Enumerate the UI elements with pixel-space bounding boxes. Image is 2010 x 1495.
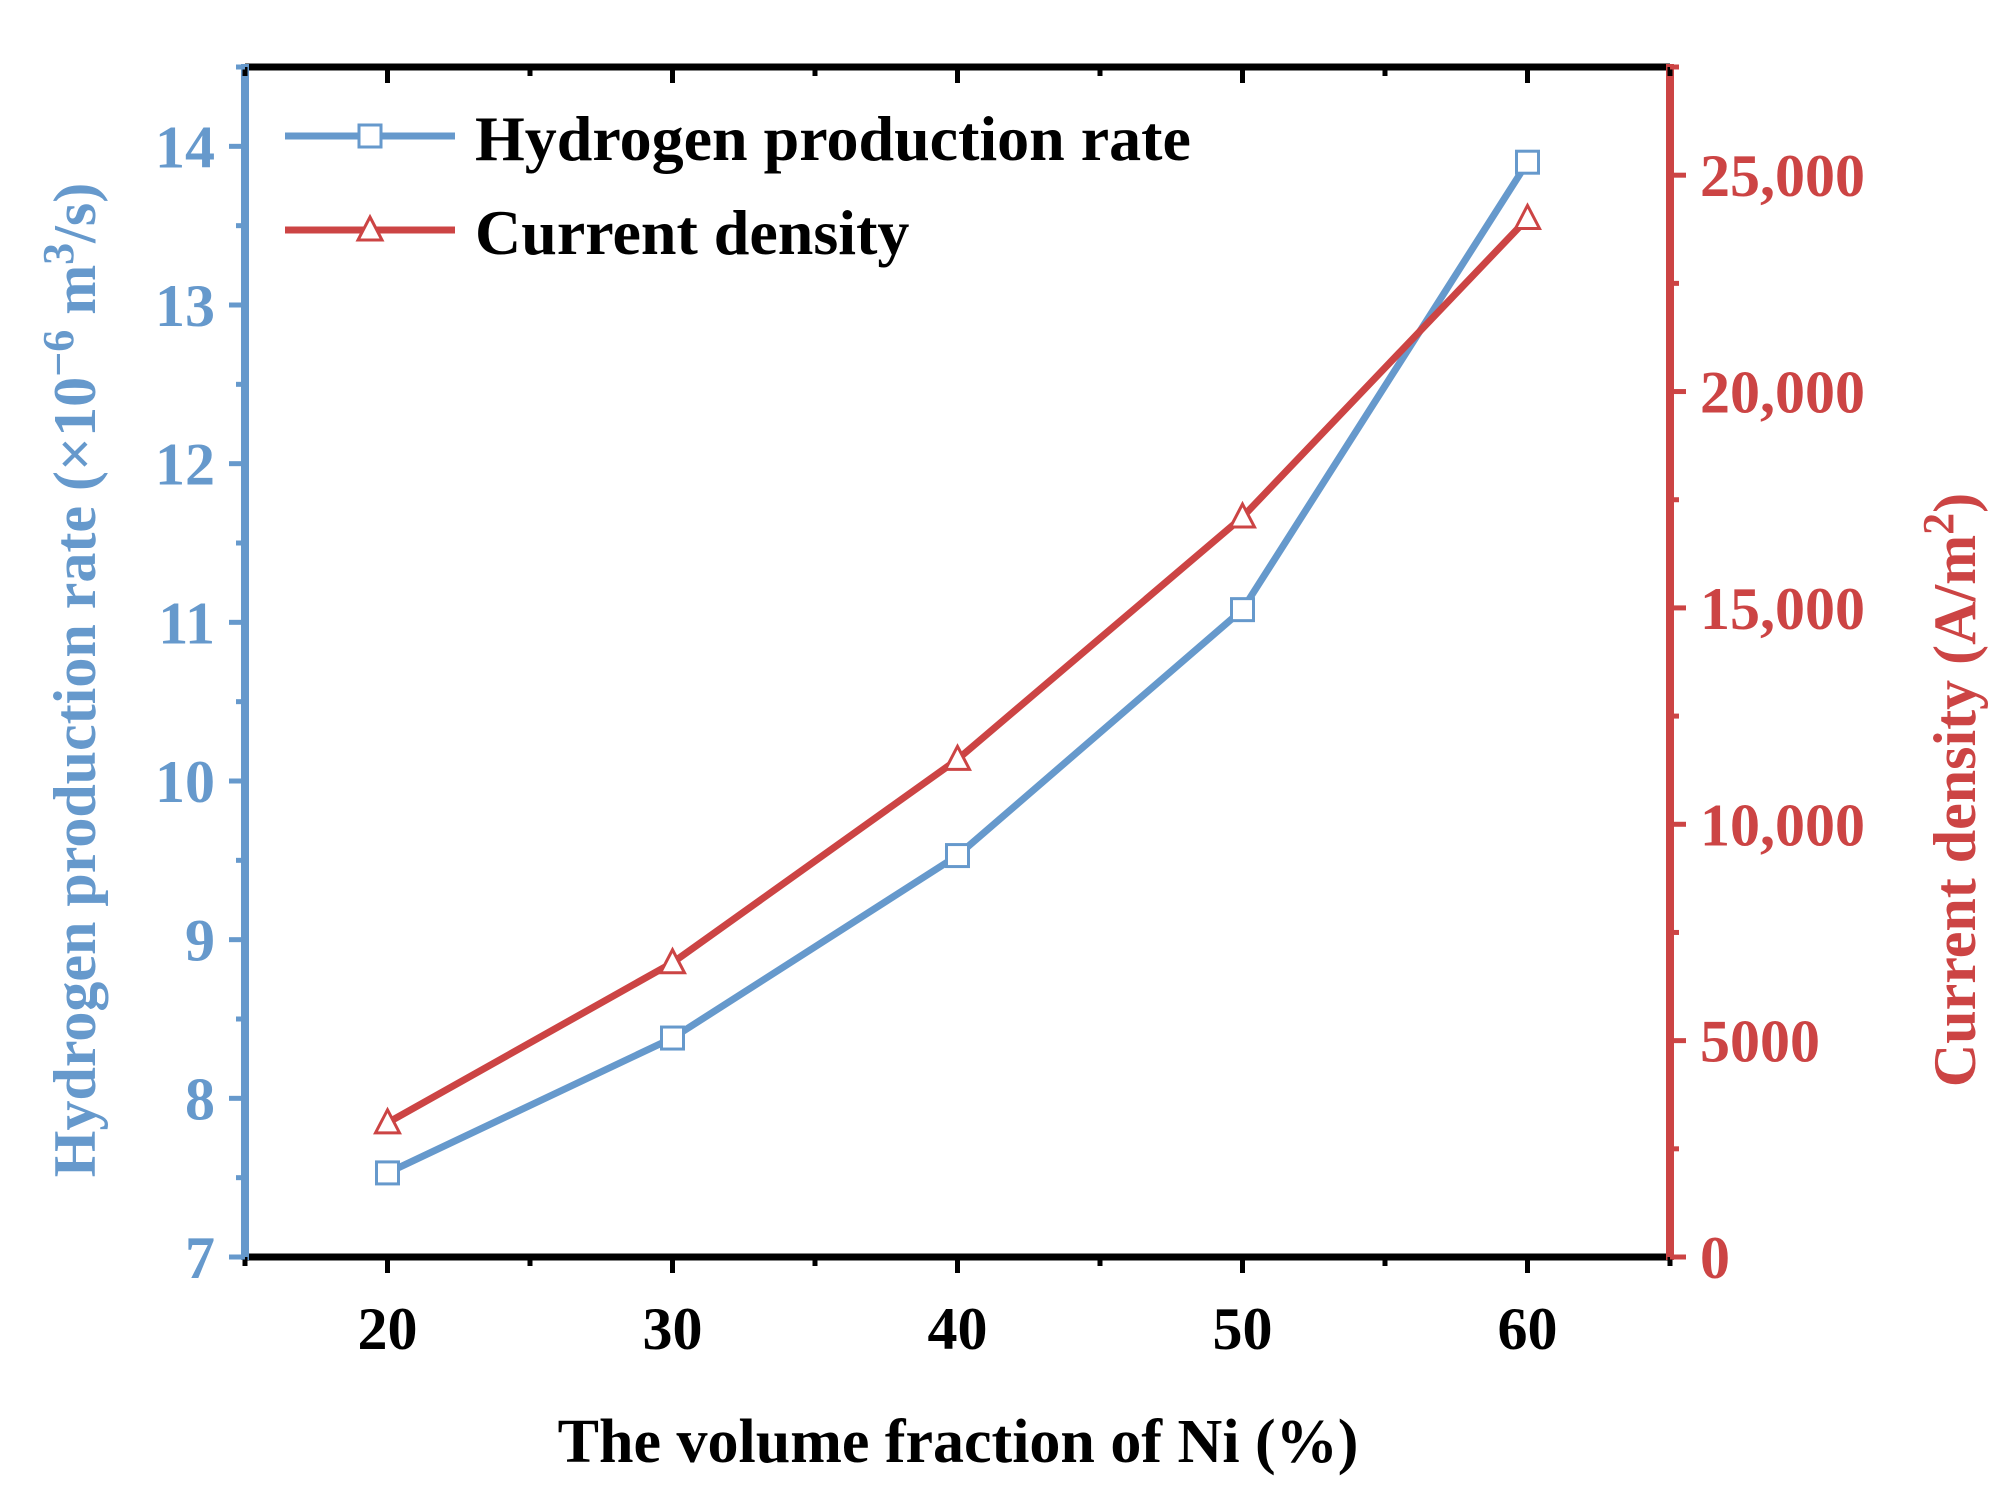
legend: Hydrogen production rate Current density [285, 103, 1191, 268]
left-y-tick-label: 10 [155, 749, 215, 815]
current-data-point [373, 1106, 402, 1135]
series-layer [373, 149, 1542, 1186]
left-y-tick-label: 8 [185, 1066, 215, 1132]
right-y-tick-label: 25,000 [1700, 143, 1865, 209]
left-y-tick-label: 7 [185, 1225, 215, 1291]
legend-label-hydrogen: Hydrogen production rate [475, 103, 1191, 174]
x-axis-title: The volume fraction of Ni (%) [558, 1408, 1359, 1476]
x-tick-label: 60 [1498, 1296, 1558, 1362]
right-y-title-exp: 2 [1914, 513, 1963, 535]
left-y-title-prefix: Hydrogen production rate (×10 [42, 377, 108, 1177]
right-y-tick-label: 15,000 [1700, 576, 1865, 642]
left-y-title-mid: m [42, 265, 108, 330]
hydrogen-data-point [375, 1160, 400, 1186]
right-y-title-prefix: Current density (A/m [1922, 535, 1988, 1087]
right-y-axis-title: Current density (A/m2) [1914, 493, 1988, 1087]
current-data-point [1228, 500, 1257, 529]
right-y-title-suffix: ) [1922, 493, 1988, 513]
legend-marker-square [357, 123, 383, 149]
right-y-axis: 0 5000 10,000 15,000 20,000 25,000 [1670, 64, 1865, 1291]
left-y-tick-label: 12 [155, 432, 215, 498]
current-data-point [943, 743, 972, 771]
right-y-tick-label: 10,000 [1700, 792, 1865, 858]
left-y-axis-title: Hydrogen production rate (×10−6 m3/s) [34, 183, 108, 1177]
left-y-tick-label: 11 [158, 590, 215, 656]
hydrogen-data-point [1515, 149, 1540, 175]
current-data-point [658, 946, 687, 975]
hydrogen-data-point [660, 1025, 685, 1051]
hydrogen-data-point [945, 843, 970, 869]
left-y-tick-label: 13 [155, 273, 215, 339]
legend-label-current: Current density [475, 197, 909, 268]
hydrogen-data-point [1230, 597, 1255, 623]
x-tick-label: 40 [928, 1296, 988, 1362]
left-y-tick-label: 9 [185, 908, 215, 974]
left-y-tick-label: 14 [155, 114, 215, 180]
x-tick-label: 50 [1213, 1296, 1273, 1362]
x-tick-label: 30 [643, 1296, 703, 1362]
x-axis: 20 30 40 50 60 [242, 67, 1673, 1362]
x-tick-label: 20 [358, 1296, 418, 1362]
right-y-tick-label: 20,000 [1700, 360, 1865, 426]
right-y-tick-label: 5000 [1700, 1009, 1820, 1075]
legend-marker-triangle [355, 213, 385, 242]
left-y-title-suffix: /s) [42, 183, 108, 244]
current-data-point [1513, 202, 1542, 230]
right-y-tick-label: 0 [1700, 1225, 1730, 1291]
left-y-title-exp2: 3 [34, 243, 83, 265]
left-y-axis: 7 8 9 10 11 12 13 14 [155, 64, 245, 1291]
left-y-title-exp1: −6 [34, 330, 83, 377]
